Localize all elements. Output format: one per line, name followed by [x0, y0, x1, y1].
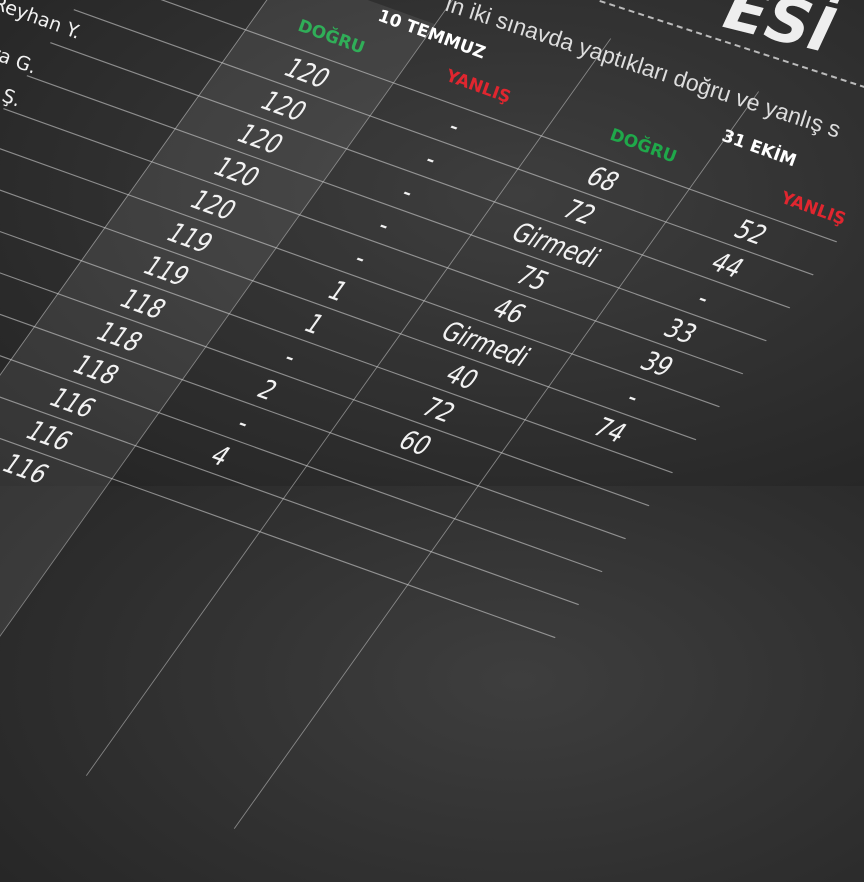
wrong-header-1: YANLIŞ [443, 66, 514, 108]
title: ESİ [717, 0, 842, 68]
correct-header-2: DOĞRU [607, 125, 680, 168]
exam-date-2: 31 EKİM [719, 126, 799, 172]
